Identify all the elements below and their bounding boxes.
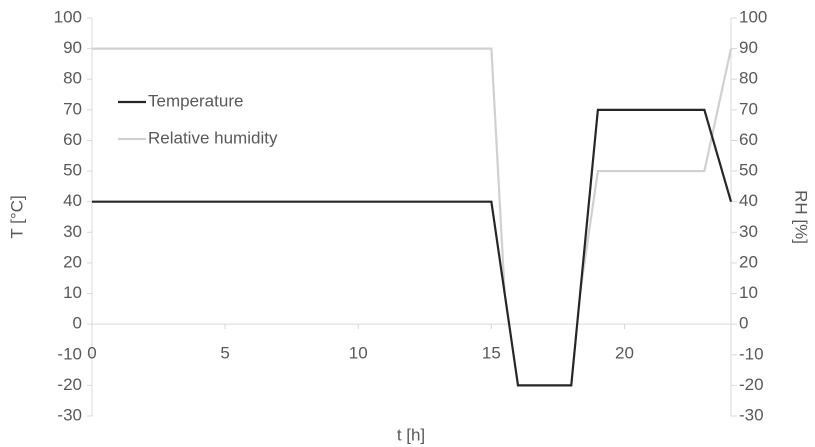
y-tick-label: 100 — [54, 7, 82, 26]
y2-tick-label: 30 — [739, 222, 758, 241]
x-tick-label: 10 — [349, 344, 368, 363]
y2-tick-label: 100 — [739, 7, 767, 26]
y2-tick-label: -30 — [739, 405, 764, 424]
y2-tick-label: 60 — [739, 130, 758, 149]
data-line — [92, 108, 733, 387]
y-tick-label: 0 — [73, 314, 82, 333]
y2-tick-label: 20 — [739, 252, 758, 271]
y-tick-label: 70 — [63, 99, 82, 118]
x-tick-label: 20 — [615, 344, 634, 363]
y-tick-label: 80 — [63, 69, 82, 88]
y2-tick-label: -20 — [739, 375, 764, 394]
y-tick-label: 20 — [63, 252, 82, 271]
y-tick-label: -10 — [57, 344, 82, 363]
y-tick-label: 10 — [63, 283, 82, 302]
y2-tick-label: 10 — [739, 283, 758, 302]
y2-tick-label: 0 — [739, 314, 748, 333]
x-tick-label: 5 — [220, 344, 229, 363]
y2-tick-label: 80 — [739, 69, 758, 88]
x-axis-title: t [h] — [397, 425, 425, 444]
x-tick-label: 15 — [482, 344, 501, 363]
y-tick-label: 90 — [63, 38, 82, 57]
y-tick-label: 50 — [63, 161, 82, 180]
y2-tick-label: 40 — [739, 191, 758, 210]
y-axis-title: T [°C] — [7, 195, 26, 238]
y-tick-label: 30 — [63, 222, 82, 241]
y2-tick-label: 70 — [739, 99, 758, 118]
y-tick-label: 60 — [63, 130, 82, 149]
data-line — [92, 47, 733, 294]
y2-tick-label: 90 — [739, 38, 758, 57]
legend-label: Temperature — [148, 91, 243, 110]
y-tick-label: -20 — [57, 375, 82, 394]
y2-axis-title: RH [%] — [792, 190, 811, 244]
y2-tick-label: -10 — [739, 344, 764, 363]
x-tick-label: 0 — [87, 344, 96, 363]
y-tick-label: -30 — [57, 405, 82, 424]
y-tick-label: 40 — [63, 191, 82, 210]
legend-label: Relative humidity — [148, 128, 278, 147]
y2-tick-label: 50 — [739, 161, 758, 180]
